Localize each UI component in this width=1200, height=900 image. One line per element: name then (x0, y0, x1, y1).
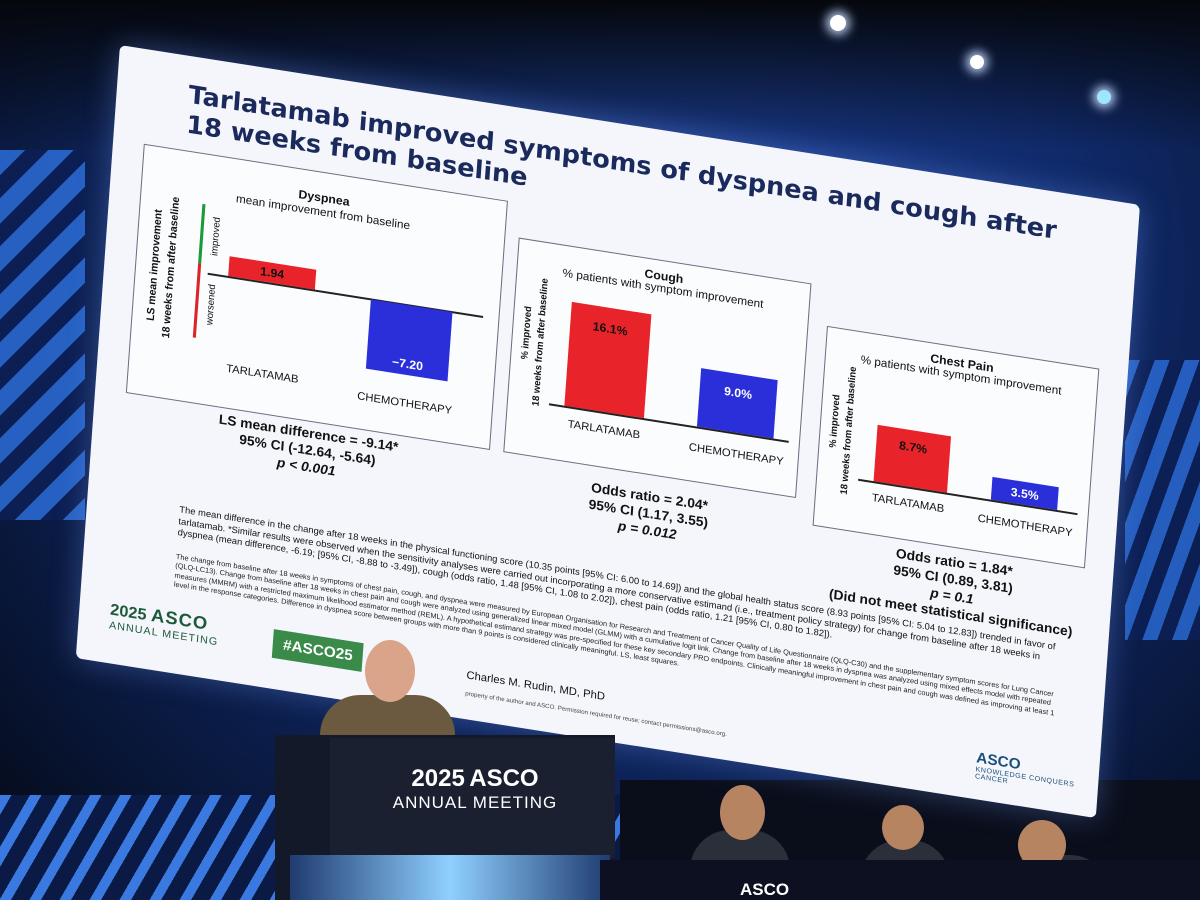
asco-annual-meeting-logo: 2025 ASCO ANNUAL MEETING (109, 599, 220, 649)
stage-light (830, 15, 846, 31)
corner-tagline: KNOWLEDGE CONQUERS CANCER (974, 766, 1075, 789)
podium-front (330, 738, 615, 858)
green-arrow-up-icon (198, 203, 206, 264)
stage-light (1097, 90, 1111, 104)
improved-label: improved (209, 216, 224, 257)
podium-subtitle: ANNUAL MEETING (392, 793, 558, 812)
dyspnea-panel: Dyspnea mean improvement from baseline L… (125, 143, 508, 451)
cough-ylabel-1: % improved (519, 305, 535, 361)
cough-panel: Cough % patients with symptom improvemen… (503, 237, 812, 499)
chest-pain-ylabel-1: % improved (827, 393, 843, 449)
podium-name: ASCO (469, 765, 539, 792)
decor-stripes-right (1125, 360, 1200, 640)
stage-light (970, 55, 984, 69)
podium-sign: 2025 ASCO ANNUAL MEETING (340, 765, 610, 813)
panelist-head (720, 785, 765, 840)
dyspnea-value-chemotherapy: −7.20 (391, 354, 424, 374)
dyspnea-xlabel-tarlatamab: TARLATAMAB (225, 362, 299, 386)
decor-stripes-left (0, 150, 85, 520)
chest-pain-panel: Chest Pain % patients with symptom impro… (812, 325, 1100, 569)
cough-xlabel-chemotherapy: CHEMOTHERAPY (688, 441, 785, 469)
podium-year: 2025 (411, 765, 465, 792)
worsened-label: worsened (204, 283, 219, 326)
panel-table (600, 860, 1200, 900)
speaker-head (365, 640, 415, 702)
cough-value-tarlatamab: 16.1% (592, 319, 628, 339)
panelist-head (882, 805, 924, 850)
cough-bar-tarlatamab: 16.1% (564, 301, 652, 419)
podium-base (290, 855, 610, 900)
dyspnea-bar-chemotherapy: −7.20 (365, 299, 453, 382)
dyspnea-xlabel-chemotherapy: CHEMOTHERAPY (356, 390, 453, 418)
cough-ylabel-2: 18 weeks from after baseline (530, 277, 551, 408)
dyspnea-bar-tarlatamab: 1.94 (228, 256, 317, 290)
dyspnea-value-tarlatamab: 1.94 (259, 264, 285, 282)
chest-pain-ylabel-2: 18 weeks from after baseline (838, 365, 860, 496)
red-arrow-down-icon (192, 263, 202, 338)
asco-corner-logo: ASCO KNOWLEDGE CONQUERS CANCER (975, 749, 1100, 799)
chest-pain-value-tarlatamab: 8.7% (898, 438, 928, 457)
cough-value-chemotherapy: 9.0% (723, 383, 753, 403)
table-logo: ASCO (740, 880, 790, 899)
chest-pain-xlabel-chemotherapy: CHEMOTHERAPY (977, 512, 1073, 540)
